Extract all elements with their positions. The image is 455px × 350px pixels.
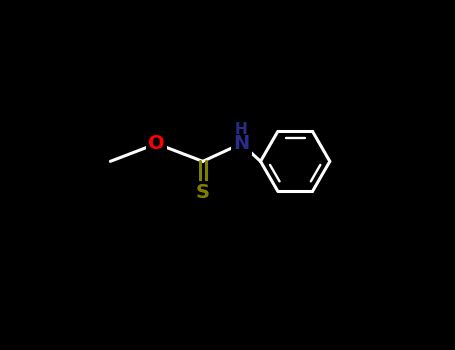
Text: H: H [235, 122, 248, 137]
Text: S: S [196, 183, 210, 202]
Text: N: N [233, 134, 249, 153]
Text: O: O [148, 134, 165, 153]
